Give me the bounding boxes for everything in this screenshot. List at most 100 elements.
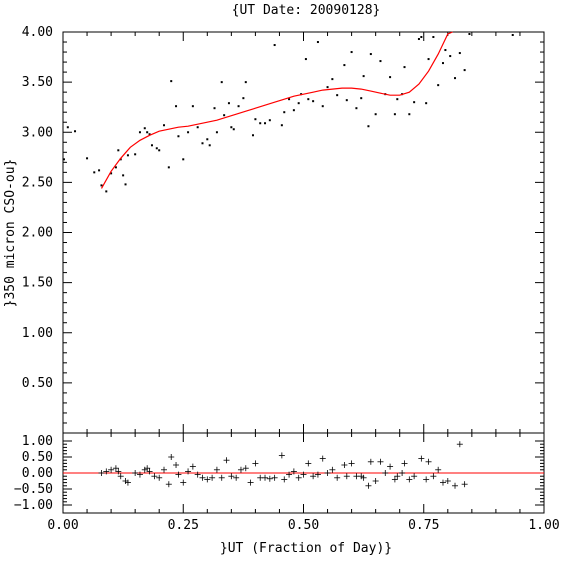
chart-title: {UT Date: 20090128} bbox=[232, 3, 381, 18]
data-point bbox=[360, 97, 363, 100]
residual-point bbox=[112, 465, 119, 472]
main-plot-panel: 0.50 1.00 1.50 2.00 2.50 3.00 3.50 4.00 bbox=[22, 25, 545, 434]
residual-point bbox=[358, 473, 365, 480]
residual-point bbox=[168, 454, 175, 460]
data-point bbox=[74, 130, 77, 133]
data-point bbox=[227, 102, 230, 105]
residual-points bbox=[98, 441, 468, 489]
residual-point bbox=[173, 462, 180, 468]
residual-point bbox=[98, 470, 105, 476]
residual-point bbox=[399, 470, 406, 476]
residual-point bbox=[377, 458, 384, 465]
residual-point bbox=[115, 468, 122, 475]
residual-point bbox=[281, 476, 288, 483]
residual-point bbox=[372, 478, 379, 484]
data-point bbox=[182, 158, 185, 161]
x-axis-label: }UT (Fraction of Day)} bbox=[220, 541, 392, 556]
residual-point bbox=[406, 476, 413, 483]
data-point bbox=[420, 36, 423, 39]
data-point bbox=[122, 174, 125, 177]
data-point bbox=[403, 66, 406, 69]
data-point bbox=[138, 131, 141, 134]
data-point bbox=[158, 149, 161, 152]
residual-point bbox=[209, 474, 216, 481]
data-point bbox=[134, 153, 137, 156]
data-point bbox=[237, 105, 240, 108]
data-point bbox=[292, 109, 295, 112]
residual-point bbox=[439, 479, 446, 486]
residual-point bbox=[278, 452, 285, 459]
y-axis-label: }350 micron CSO-ou} bbox=[3, 159, 18, 308]
data-point bbox=[114, 166, 117, 169]
y-tick-label: 0.50 bbox=[22, 450, 53, 465]
residual-point bbox=[242, 465, 249, 472]
y-tick-label: 0.50 bbox=[22, 376, 53, 391]
data-point bbox=[148, 133, 151, 136]
data-point bbox=[119, 158, 122, 161]
data-point bbox=[150, 144, 153, 147]
residual-point bbox=[204, 476, 211, 483]
data-point bbox=[98, 169, 101, 172]
data-point bbox=[321, 105, 324, 108]
y-tick-label: 3.50 bbox=[22, 75, 53, 90]
data-point bbox=[220, 81, 223, 84]
residual-point bbox=[108, 466, 115, 473]
data-point bbox=[389, 76, 392, 79]
residual-point bbox=[132, 470, 139, 476]
residual-point bbox=[456, 441, 463, 448]
residual-point bbox=[175, 471, 182, 478]
data-point bbox=[463, 69, 466, 72]
data-point bbox=[268, 119, 271, 122]
data-point bbox=[86, 157, 89, 160]
y-tick-label: 1.00 bbox=[22, 326, 53, 341]
residual-point bbox=[365, 482, 372, 489]
residual-point bbox=[189, 463, 196, 470]
main-plot-frame bbox=[62, 31, 545, 434]
x-tick-label: 0.00 bbox=[47, 518, 78, 533]
data-point bbox=[444, 49, 447, 52]
residual-point bbox=[418, 455, 425, 462]
residual-point bbox=[394, 473, 401, 480]
x-tick-label: 0.75 bbox=[408, 518, 439, 533]
data-point bbox=[110, 172, 113, 175]
residual-point bbox=[124, 479, 131, 486]
data-point bbox=[213, 107, 216, 110]
residual-point bbox=[324, 470, 331, 476]
residual-point bbox=[314, 471, 321, 478]
residual-point bbox=[444, 478, 451, 484]
y-tick-label: 1.00 bbox=[22, 434, 53, 449]
data-point bbox=[312, 100, 315, 103]
data-point bbox=[187, 131, 190, 134]
data-point bbox=[468, 33, 471, 36]
data-point bbox=[362, 75, 365, 78]
residual-point bbox=[387, 463, 394, 470]
residual-point bbox=[319, 455, 326, 462]
residual-point bbox=[146, 468, 153, 475]
data-point bbox=[427, 58, 430, 61]
data-point bbox=[432, 36, 435, 39]
residual-point bbox=[411, 473, 418, 480]
residual-point bbox=[199, 474, 206, 481]
data-point bbox=[425, 102, 428, 105]
y-tick-label: 2.50 bbox=[22, 175, 53, 190]
y-tick-label: 2.00 bbox=[22, 226, 53, 241]
data-point bbox=[280, 124, 283, 127]
data-point bbox=[215, 131, 218, 134]
residual-point bbox=[391, 476, 398, 483]
residual-point bbox=[223, 457, 230, 464]
data-point bbox=[264, 122, 267, 125]
residual-point bbox=[452, 482, 459, 489]
data-point bbox=[170, 80, 173, 83]
residual-plot-panel: −1.00−0.500.000.501.00 0.00 0.25 0.50 0.75 1… bbox=[14, 432, 560, 533]
data-point bbox=[449, 55, 452, 58]
residual-point bbox=[360, 474, 367, 481]
data-point bbox=[254, 118, 257, 121]
y-tick-label: 4.00 bbox=[22, 25, 53, 40]
data-point bbox=[177, 135, 180, 138]
data-point bbox=[230, 126, 233, 129]
data-point bbox=[413, 101, 416, 104]
data-point bbox=[124, 183, 127, 186]
residual-point bbox=[367, 458, 374, 465]
residual-point bbox=[218, 474, 225, 481]
